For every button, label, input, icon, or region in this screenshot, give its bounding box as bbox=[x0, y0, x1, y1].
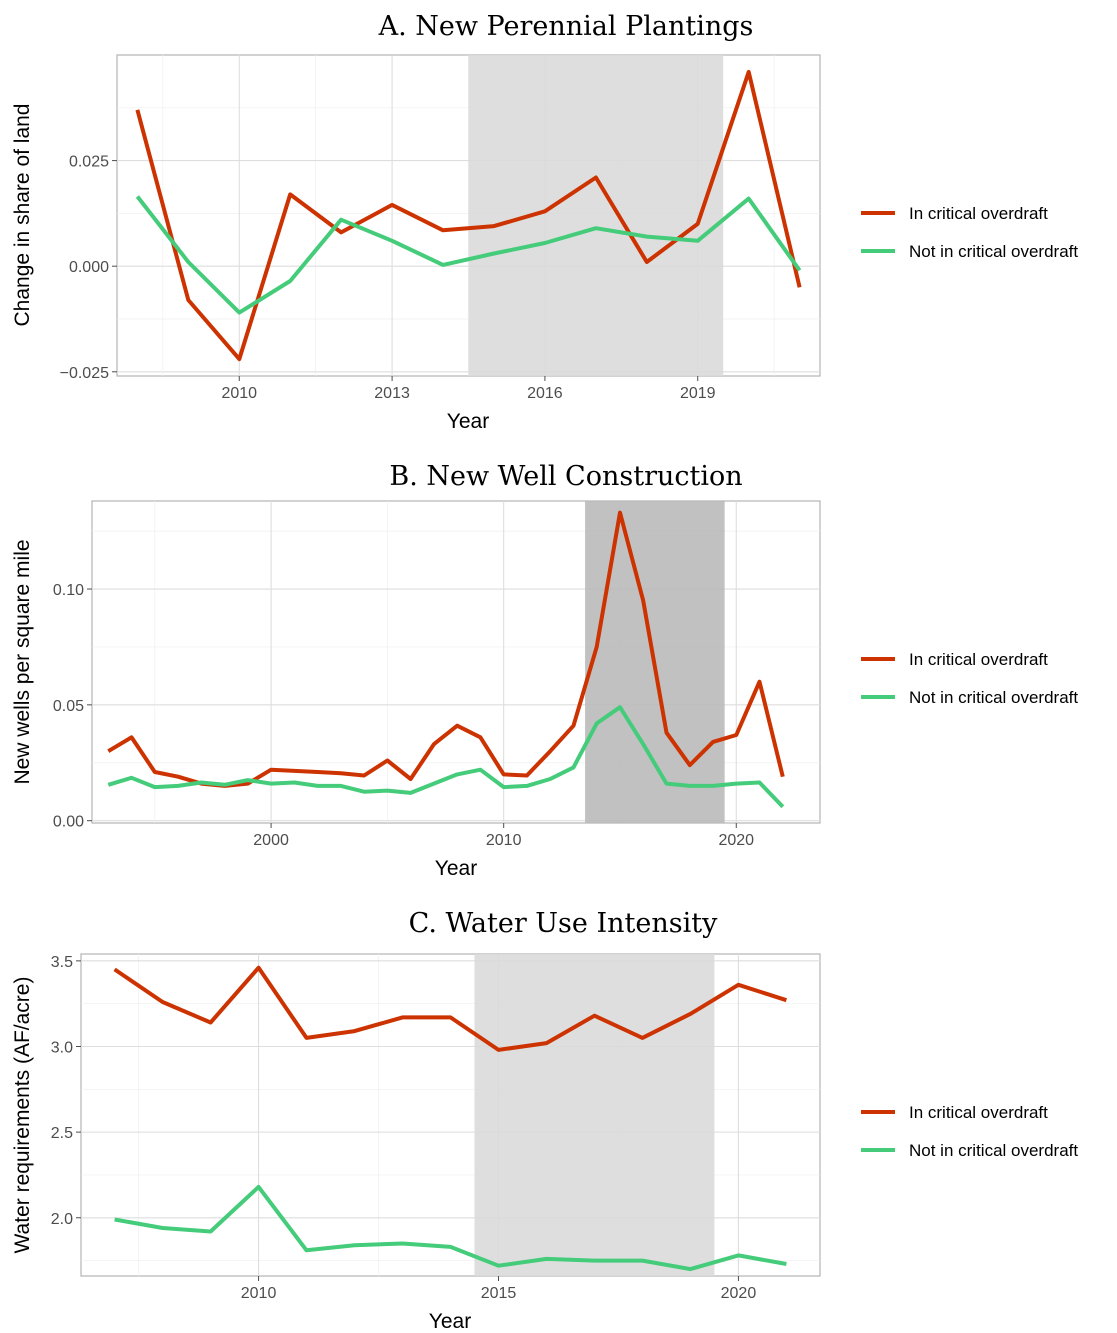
y-tick-label: 0.025 bbox=[69, 154, 109, 171]
y-tick-label: −0.025 bbox=[60, 365, 109, 382]
x-tick-label: 2020 bbox=[721, 1285, 757, 1302]
x-tick-label: 2010 bbox=[241, 1285, 277, 1302]
y-axis-title: Change in share of land bbox=[11, 104, 34, 327]
panel-title: A. New Perennial Plantings bbox=[378, 11, 754, 42]
plot-layer: 2010 2015 2020 2.0 2.5 3.0 3.5 bbox=[51, 954, 820, 1302]
panel-title: C. Water Use Intensity bbox=[409, 908, 718, 939]
x-tick-label: 2020 bbox=[718, 832, 754, 849]
series-line-critical bbox=[113, 965, 788, 1052]
x-tick-label: 2010 bbox=[486, 832, 522, 849]
y-tick-label: 0.000 bbox=[69, 259, 109, 276]
panel-title: B. New Well Construction bbox=[389, 461, 742, 492]
legend-label-critical: In critical overdraft bbox=[909, 650, 1048, 669]
x-tick-label: 2015 bbox=[481, 1285, 517, 1302]
x-tick-label: 2000 bbox=[253, 832, 289, 849]
y-tick-label: 0.00 bbox=[53, 814, 84, 831]
x-tick-label: 2013 bbox=[374, 385, 410, 402]
plot-layer: 2000 2010 2020 0.00 0.05 0.10 bbox=[53, 501, 820, 849]
shaded-period bbox=[474, 954, 715, 1276]
x-axis-title: Year bbox=[435, 857, 477, 880]
legend-label-critical: In critical overdraft bbox=[909, 204, 1048, 223]
legend: In critical overdraft Not in critical ov… bbox=[861, 204, 1078, 261]
y-tick-label: 3.5 bbox=[51, 954, 73, 971]
plot-layer: 2010 2013 2016 2019 −0.025 0.000 0.025 bbox=[60, 55, 820, 402]
legend-label-critical: In critical overdraft bbox=[909, 1103, 1048, 1122]
x-tick-label: 2019 bbox=[680, 385, 716, 402]
x-axis-title: Year bbox=[447, 410, 489, 433]
panel-b: 2000 2010 2020 0.00 0.05 0.10 B. New Well Con… bbox=[11, 461, 1078, 880]
y-tick-label: 2.0 bbox=[51, 1211, 73, 1228]
y-tick-label: 0.05 bbox=[53, 698, 84, 715]
x-axis-title: Year bbox=[429, 1310, 471, 1333]
x-tick-label: 2010 bbox=[221, 385, 257, 402]
y-tick-label: 0.10 bbox=[53, 582, 84, 599]
legend-label-not-critical: Not in critical overdraft bbox=[909, 1141, 1078, 1160]
legend: In critical overdraft Not in critical ov… bbox=[861, 650, 1078, 707]
y-tick-label: 2.5 bbox=[51, 1125, 73, 1142]
y-axis-title: Water requirements (AF/acre) bbox=[11, 977, 34, 1254]
series-line-not-critical bbox=[107, 705, 785, 809]
series-line-not-critical bbox=[135, 195, 802, 315]
series-line-not-critical bbox=[114, 1184, 787, 1272]
legend: In critical overdraft Not in critical ov… bbox=[861, 1103, 1078, 1160]
y-tick-label: 3.0 bbox=[51, 1039, 73, 1056]
series-line-critical bbox=[135, 69, 802, 362]
panel-c: 2010 2015 2020 2.0 2.5 3.0 3.5 C. Water Use In… bbox=[11, 908, 1078, 1333]
legend-label-not-critical: Not in critical overdraft bbox=[909, 242, 1078, 261]
x-tick-label: 2016 bbox=[527, 385, 563, 402]
plot-area bbox=[91, 500, 821, 824]
shaded-period bbox=[468, 55, 724, 376]
y-axis-title: New wells per square mile bbox=[11, 539, 34, 784]
legend-label-not-critical: Not in critical overdraft bbox=[909, 688, 1078, 707]
panel-a: 2010 2013 2016 2019 −0.025 0.000 0.025 A. New … bbox=[11, 11, 1078, 433]
plot-area bbox=[80, 953, 821, 1277]
